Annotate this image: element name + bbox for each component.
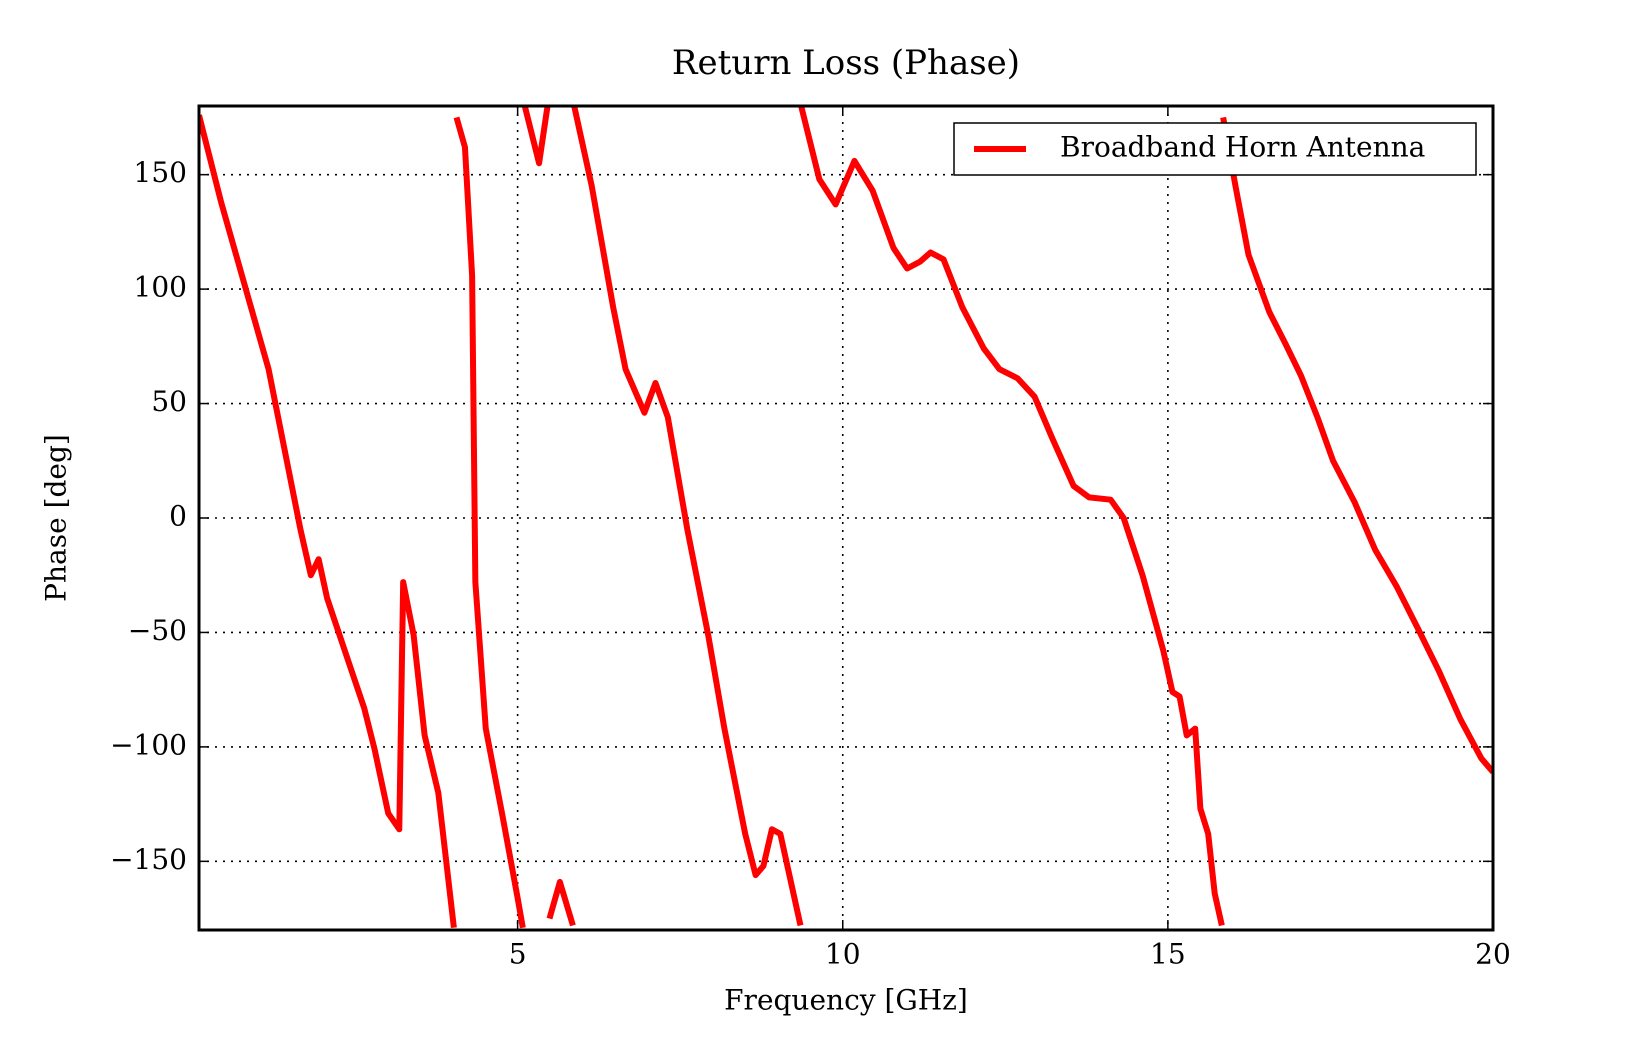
y-tick-label: −50 [128, 614, 187, 647]
x-tick-label: 10 [825, 938, 861, 971]
line-series [571, 106, 804, 927]
y-tick-label: 150 [134, 156, 187, 189]
plot-frame [197, 104, 1495, 932]
line-series [199, 114, 457, 929]
line-series [453, 116, 526, 929]
line-series [1220, 116, 1493, 775]
line-series [798, 106, 1225, 927]
x-tick-label: 15 [1150, 938, 1186, 971]
line-series [521, 106, 551, 167]
x-tick-label: 20 [1475, 938, 1511, 971]
y-axis-label: Phase [deg] [40, 434, 73, 602]
chart-title: Return Loss (Phase) [672, 43, 1020, 83]
x-tick-label: 5 [509, 938, 527, 971]
legend-box [953, 122, 1477, 176]
y-tick-label: −100 [110, 728, 187, 761]
y-tick-label: 50 [151, 385, 187, 418]
y-tick-label: 0 [169, 500, 187, 533]
line-series [546, 878, 576, 927]
legend-label: Broadband Horn Antenna [1060, 131, 1425, 164]
y-tick-label: 100 [134, 271, 187, 304]
y-tick-label: −150 [110, 843, 187, 876]
x-axis-label: Frequency [GHz] [724, 984, 968, 1017]
